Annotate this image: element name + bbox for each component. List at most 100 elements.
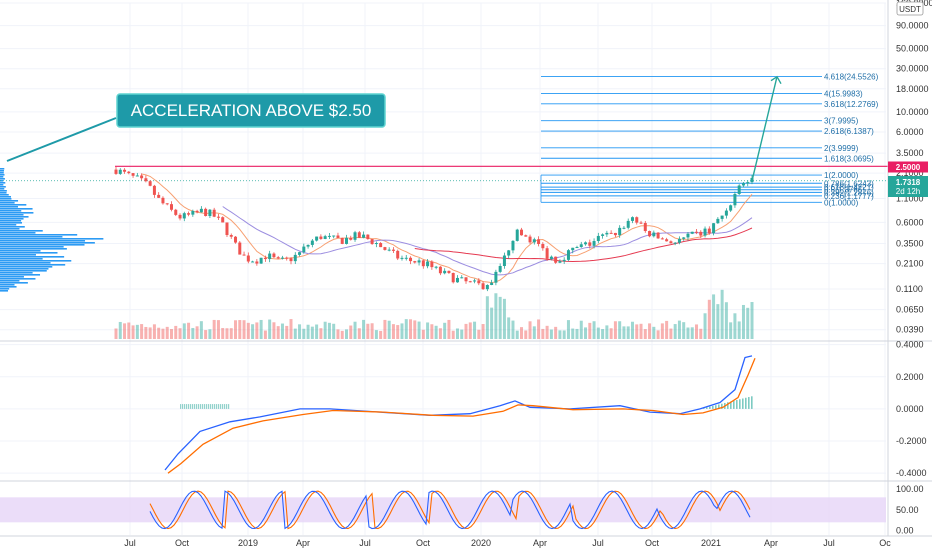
volume-bar [605,325,609,339]
fib-level-label: 4(15.9983) [824,89,863,98]
volume-bar [481,324,485,339]
volume-bar [451,330,455,339]
volume-bar [438,328,442,339]
candle-body [417,260,421,263]
candle-body [549,256,553,259]
candle-body [221,217,225,223]
macd-histogram-bar [224,404,226,409]
candle-body [191,210,195,215]
ma-mid-line [222,206,753,276]
volume-bar [464,323,468,339]
candle-body [520,229,524,236]
macd-histogram-bar [196,404,198,409]
volume-bar [161,328,165,339]
volume-bar [639,323,643,339]
volume-profile-bar [0,236,63,238]
fib-level-label: 0.786(1.6243) [824,179,874,188]
volume-profile-bar [0,244,85,246]
volume-bar [669,328,673,339]
candle-body [379,243,383,248]
candle-body [148,181,152,186]
macd-histogram-bar [721,403,723,409]
volume-bar [549,329,553,339]
volume-profile-bar [0,186,6,188]
candle-body [174,209,178,215]
volume-bar [157,327,161,339]
macd-histogram-bar [727,402,729,409]
last-price-badge: 1.7318 2d 12h [888,176,928,197]
candle-body [276,257,280,259]
volume-bar [127,322,131,339]
volume-bar [276,326,280,339]
candle-body [123,169,127,172]
volume-profile-bar [0,168,5,170]
candle-body [707,228,711,234]
candle-body [204,208,208,217]
macd-histogram-bar [200,404,202,409]
price-tick-label: 30.0000 [896,64,929,74]
volume-bar [413,320,417,339]
volume-profile-bar [0,170,4,172]
macd-histogram-bar [733,400,735,409]
price-axis[interactable]: 160.000090.000050.000030.000018.000010.0… [887,0,932,536]
candle-body [571,247,575,251]
volume-bar [255,322,259,339]
candle-body [575,247,579,249]
candle-body [673,242,677,244]
volume-profile-bar [0,188,5,190]
volume-bar [417,321,421,339]
macd-histogram-bar [182,404,184,409]
stoch-tick-label: 50.00 [896,505,919,515]
volume-bar [152,324,156,339]
volume-profile-bar [0,284,15,286]
candle-body [554,256,558,263]
volume-bar [349,325,353,339]
volume-profile-bar [0,192,7,194]
projection-arrow[interactable] [751,75,782,181]
volume-bar [690,327,694,339]
candle-body [511,240,515,251]
volume-bar [298,324,302,339]
volume-bar [609,328,613,339]
volume-bar [741,304,745,339]
candle-body [298,252,302,255]
volume-bar [289,319,293,339]
volume-bar [562,330,566,339]
price-tick-label: 0.0650 [896,305,924,315]
volume-bar [490,307,494,339]
candle-body [302,246,306,253]
volume-bar [174,325,178,339]
candle-body [515,229,519,241]
volume-bar [528,321,532,339]
volume-bar [114,328,118,339]
candle-body [494,271,498,283]
time-axis[interactable]: Jul Oct 2019 Apr Jul Oct 2020 Apr Jul Oct 2021 Apr J… [124,538,891,548]
candle-body [426,261,430,267]
price-tick-label: 18.0000 [896,84,929,94]
volume-bar [554,326,558,339]
volume-profile-bar [0,262,51,264]
candle-body [161,197,165,204]
candle-body [665,239,669,242]
volume-bar [165,326,169,339]
time-tick-label: Apr [764,538,778,548]
candle-body [733,193,737,206]
acceleration-callout[interactable]: ACCELERATION ABOVE $2.50 [6,93,386,162]
volume-bar [682,322,686,339]
candle-body [473,280,477,282]
candle-body [443,270,447,274]
volume-bar [430,324,434,339]
macd-histogram-bar [198,404,200,409]
candle-body [370,239,374,245]
fib-level-label: 1.618(3.0695) [824,154,874,163]
fibonacci-extension: 0(1.0000)0.236(1.1777)0.382(1.2876)0.5(1… [0,73,888,207]
macd-tick-label: 0.0000 [896,404,924,414]
volume-profile-bar [0,174,5,176]
candle-body [695,231,699,233]
currency-badge[interactable]: USDT [896,1,924,16]
volume-profile-bar [0,202,15,204]
volume-profile-bar [0,212,34,214]
volume-profile-bar [0,240,86,242]
volume-profile-bar [0,266,53,268]
